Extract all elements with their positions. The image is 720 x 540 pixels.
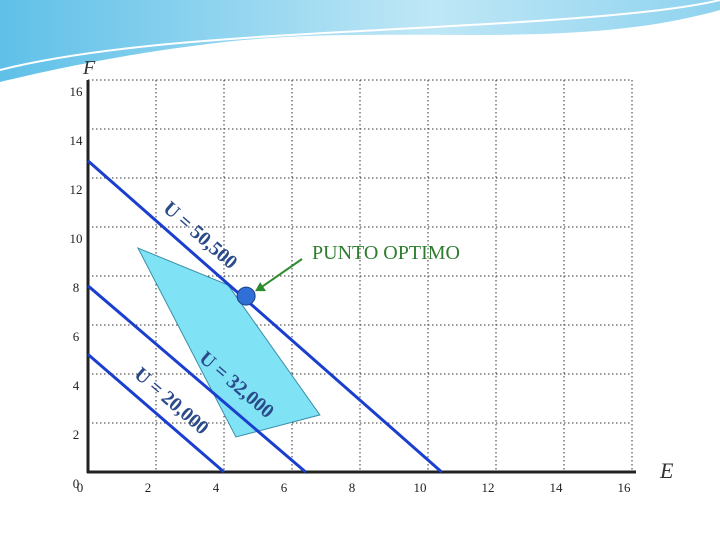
y-tick-label: 4: [73, 378, 80, 393]
x-tick-label: 14: [550, 480, 564, 495]
y-tick-label: 6: [73, 329, 80, 344]
y-tick-label: 12: [70, 182, 83, 197]
x-tick-label: 0: [77, 480, 84, 495]
x-axis-label: E: [659, 458, 674, 483]
y-tick-label: 16: [70, 84, 84, 99]
y-tick-label: 10: [70, 231, 83, 246]
optimum-point: [236, 286, 256, 306]
x-tick-label: 4: [213, 480, 220, 495]
arrow-head: [255, 282, 267, 292]
y-tick-label: 0: [73, 476, 80, 491]
y-tick-label: 8: [73, 280, 80, 295]
indifference-line: [87, 284, 307, 474]
x-tick-label: 6: [281, 480, 288, 495]
y-tick-label: 2: [73, 427, 80, 442]
x-tick-label: 8: [349, 480, 356, 495]
x-tick-label: 2: [145, 480, 152, 495]
x-tick-label: 12: [482, 480, 495, 495]
indifference-line: [87, 159, 443, 474]
header-stroke: [0, 0, 720, 71]
indifference-line: [87, 353, 225, 474]
x-tick-label: 16: [618, 480, 632, 495]
header-swoosh: [0, 0, 720, 82]
feasible-region: [136, 247, 321, 438]
y-axis-label: F: [82, 57, 96, 79]
annotation-arrow: [259, 258, 303, 289]
y-tick-label: 14: [70, 133, 84, 148]
x-tick-label: 10: [414, 480, 427, 495]
optimum-label: PUNTO OPTIMO: [312, 242, 460, 264]
